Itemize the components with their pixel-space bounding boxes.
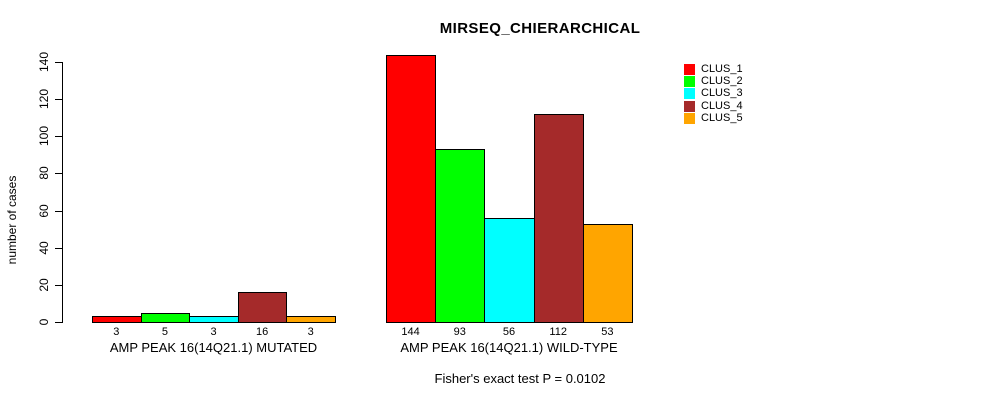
y-axis-tick-label: 120 bbox=[37, 89, 51, 110]
legend-swatch-icon bbox=[684, 113, 695, 125]
bar-value-label: 16 bbox=[255, 326, 269, 338]
bar-value-label: 3 bbox=[210, 326, 217, 338]
legend: CLUS_1 CLUS_2 CLUS_3 CLUS_4 CLUS_5 bbox=[684, 63, 743, 125]
legend-swatch-icon bbox=[684, 100, 695, 112]
legend-swatch-icon bbox=[684, 88, 695, 100]
bar-value-label: 112 bbox=[549, 326, 567, 338]
y-axis-tick-label: 40 bbox=[37, 241, 51, 255]
legend-label: CLUS_2 bbox=[701, 75, 743, 88]
y-axis-title: number of cases bbox=[5, 175, 19, 265]
legend-label: CLUS_1 bbox=[701, 62, 743, 75]
y-axis-tick-label: 100 bbox=[37, 126, 51, 147]
bar-clus_2-group2 bbox=[435, 149, 486, 323]
y-axis-tick-label: 0 bbox=[37, 318, 51, 326]
group-axis-label: AMP PEAK 16(14Q21.1) MUTATED bbox=[109, 340, 318, 355]
bar-clus_5-group2 bbox=[582, 223, 633, 323]
legend-item-clus_4: CLUS_4 bbox=[684, 100, 743, 112]
group-axis-label: AMP PEAK 16(14Q21.1) WILD-TYPE bbox=[400, 340, 618, 355]
legend-swatch-icon bbox=[684, 76, 695, 88]
bar-value-label: 3 bbox=[307, 326, 314, 338]
y-axis-tick-label: 20 bbox=[37, 278, 51, 292]
y-axis-tick-label: 60 bbox=[37, 203, 51, 218]
bar-clus_3-group2 bbox=[484, 218, 535, 323]
y-axis-tick bbox=[55, 284, 62, 286]
legend-label: CLUS_5 bbox=[701, 112, 743, 125]
legend-item-clus_3: CLUS_3 bbox=[684, 88, 743, 100]
footer-note: Fisher's exact test P = 0.0102 bbox=[434, 371, 606, 386]
legend-item-clus_2: CLUS_2 bbox=[684, 75, 743, 88]
bar-value-label: 5 bbox=[161, 326, 168, 338]
y-axis-tick bbox=[55, 99, 62, 101]
legend-item-clus_1: CLUS_1 bbox=[684, 63, 743, 75]
bar-value-label: 53 bbox=[601, 326, 614, 338]
bar-clus_2-group1 bbox=[140, 312, 191, 323]
bar-clus_4-group2 bbox=[533, 114, 584, 323]
legend-swatch-icon bbox=[684, 63, 695, 75]
y-axis-tick bbox=[55, 136, 62, 138]
y-axis-tick-label: 140 bbox=[37, 51, 51, 73]
y-axis-tick bbox=[55, 173, 62, 175]
y-axis-tick bbox=[55, 322, 62, 323]
legend-item-clus_5: CLUS_5 bbox=[684, 113, 743, 125]
bar-value-label: 144 bbox=[401, 326, 420, 338]
legend-label: CLUS_4 bbox=[701, 99, 743, 112]
bar-value-label: 93 bbox=[453, 326, 466, 338]
bar-value-label: 56 bbox=[502, 326, 516, 338]
bar-value-label: 3 bbox=[113, 326, 120, 338]
bar-clus_1-group1 bbox=[92, 316, 142, 323]
y-axis-tick-label: 80 bbox=[37, 166, 51, 181]
legend-label: CLUS_3 bbox=[701, 87, 743, 100]
bar-clus_3-group1 bbox=[189, 316, 239, 323]
y-axis-tick bbox=[55, 247, 62, 249]
y-axis-tick bbox=[55, 62, 62, 63]
y-axis-tick bbox=[55, 210, 62, 212]
y-axis-line bbox=[62, 62, 63, 323]
bar-clus_4-group1 bbox=[237, 292, 288, 323]
bar-clus_5-group1 bbox=[286, 316, 336, 323]
bar-clus_1-group2 bbox=[386, 54, 437, 323]
chart-title: MIRSEQ_CHIERARCHICAL bbox=[439, 20, 641, 37]
